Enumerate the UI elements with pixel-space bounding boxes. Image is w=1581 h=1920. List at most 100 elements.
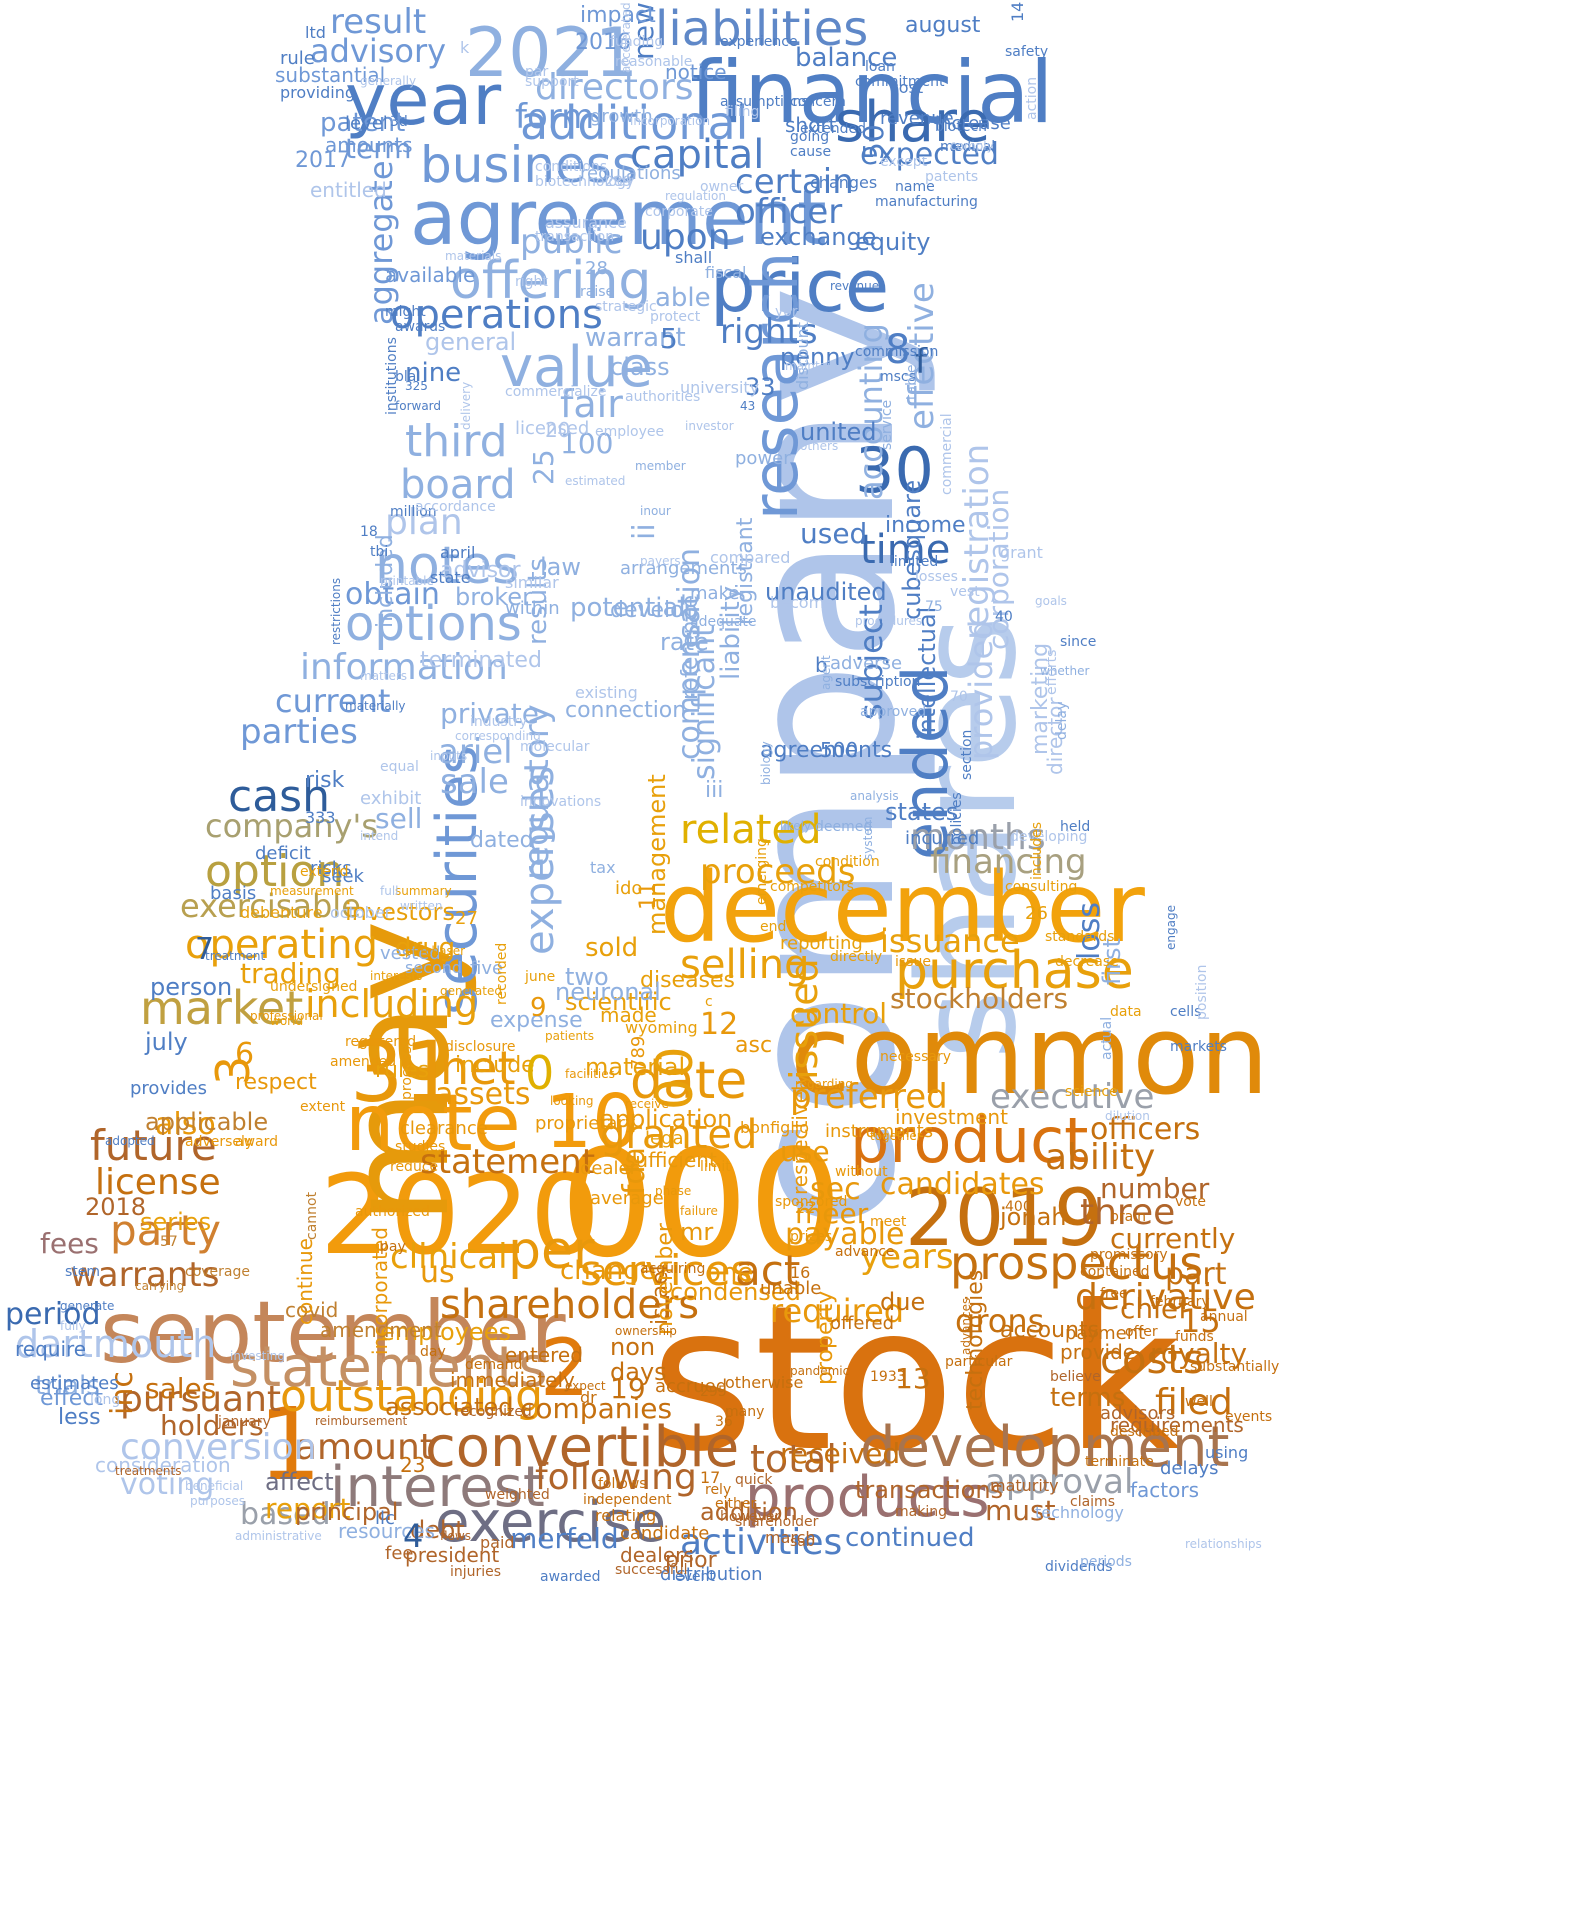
cloud-word: summary [395, 884, 452, 898]
cloud-word: accordance [415, 499, 496, 515]
cloud-word: efforts [1044, 649, 1060, 695]
cloud-word: days [610, 1358, 667, 1386]
cloud-word: event [675, 1569, 715, 1585]
cloud-word: services [580, 1246, 753, 1295]
cloud-word: affect [265, 1468, 334, 1496]
cloud-word: manufacturing [875, 194, 978, 210]
cloud-word: biology [759, 741, 773, 785]
cloud-word: report [265, 1492, 351, 1525]
cloud-word: biotechnology [535, 174, 635, 190]
cloud-word: rate [660, 628, 709, 656]
cloud-word: sponsored [775, 1194, 848, 1210]
cloud-word: pay [380, 1239, 406, 1255]
cloud-word: regulation [665, 189, 726, 203]
cloud-word: sec [810, 1172, 861, 1207]
cloud-word: 1933 [870, 1369, 906, 1385]
cloud-word: product [850, 1104, 1089, 1177]
cloud-word: december [660, 852, 1145, 964]
cloud-word: assumptions [720, 94, 809, 110]
cloud-word: filing [725, 104, 760, 120]
cloud-word: dated [470, 828, 534, 853]
cloud-word: injuries [450, 1564, 502, 1580]
cloud-word: april [440, 543, 476, 562]
cloud-word: reduce [390, 1159, 439, 1175]
cloud-word: term [345, 132, 412, 165]
cloud-word: limited [890, 554, 939, 570]
cloud-word: legal [645, 1128, 689, 1149]
cloud-word: matters [360, 669, 408, 683]
cloud-word: changes [810, 173, 878, 192]
cloud-word: regarding [795, 1077, 853, 1091]
cloud-word: purchaser [405, 944, 466, 958]
cloud-word: september [100, 1283, 566, 1383]
cloud-word: commercialize [505, 384, 607, 400]
cloud-word: otherwise [725, 1373, 804, 1392]
cloud-word: cubesquare [898, 479, 926, 620]
cloud-word: 2017 [295, 148, 351, 173]
cloud-word: act [735, 1246, 801, 1295]
cloud-word: adequate [690, 614, 757, 630]
cloud-word: million [390, 504, 437, 520]
cloud-word: three [1080, 1192, 1176, 1233]
cloud-word: ability [1045, 1137, 1156, 1178]
cloud-word: offer [1125, 1324, 1158, 1340]
cloud-word: development [860, 1415, 1230, 1480]
cloud-word: advisor [440, 558, 521, 583]
cloud-word: loan [865, 59, 895, 75]
cloud-word: unable [760, 1278, 822, 1299]
cloud-word: 22 [795, 1198, 816, 1217]
cloud-word: grant [1000, 543, 1043, 562]
cloud-word: vote [1175, 1194, 1206, 1210]
cloud-word: asc [735, 1033, 773, 1058]
cloud-word: investment [895, 1105, 1008, 1129]
cloud-word: decrease [1055, 954, 1119, 970]
cloud-word: approval [985, 1462, 1134, 1502]
cloud-word: many [725, 1404, 765, 1420]
cloud-word: par [525, 64, 549, 80]
cloud-word: coverage [185, 1264, 250, 1280]
cloud-word: professional [250, 1009, 323, 1023]
cloud-word: value [500, 335, 653, 400]
cloud-word: expected [860, 137, 999, 172]
cloud-word: amount [295, 1427, 434, 1468]
cloud-word: common [790, 991, 1270, 1119]
cloud-word: approved [860, 704, 927, 720]
cloud-word: form [515, 97, 595, 137]
cloud-word: related [680, 807, 822, 853]
cloud-word: shareholder [735, 1514, 819, 1530]
cloud-word: amendment [320, 1318, 442, 1342]
cloud-word: meer [795, 1197, 869, 1230]
cloud-word: substantially [1190, 1359, 1280, 1375]
cloud-word: paid [480, 1533, 515, 1552]
cloud-word: 3d [390, 114, 408, 130]
cloud-word: potential [570, 593, 686, 623]
cloud-word: licensed [515, 418, 590, 439]
cloud-word: 789 [628, 1035, 649, 1070]
cloud-word: data [1110, 1004, 1142, 1020]
cloud-word: license [95, 1162, 221, 1203]
cloud-word: costs [1100, 1337, 1204, 1383]
cloud-word: measurement [270, 884, 354, 898]
cloud-word: 500 [820, 738, 859, 762]
cloud-word: using [1205, 1443, 1249, 1462]
cloud-word: section [959, 729, 975, 780]
cloud-word: outstanding [280, 1371, 544, 1422]
cloud-word: investor [685, 419, 734, 433]
cloud-word: support [525, 74, 579, 90]
cloud-word: income [885, 513, 966, 538]
cloud-word: bonfiglio [740, 1118, 809, 1137]
cloud-word: purchase [895, 941, 1134, 1001]
cloud-word: annual [1200, 1309, 1248, 1325]
cloud-word: 27 [455, 908, 478, 929]
cloud-word: 8 [885, 327, 911, 373]
cloud-word: 30 [855, 434, 934, 507]
cloud-word: relationships [1185, 1537, 1262, 1551]
cloud-word: average [590, 1188, 664, 1209]
cloud-word: future [90, 1121, 217, 1170]
cloud-word: restrictions [329, 577, 343, 645]
cloud-word: include [455, 1053, 535, 1078]
cloud-word: note [345, 1079, 521, 1169]
cloud-word: ido [615, 878, 643, 899]
cloud-word: world [270, 1014, 304, 1028]
cloud-word: february [1150, 1294, 1210, 1310]
